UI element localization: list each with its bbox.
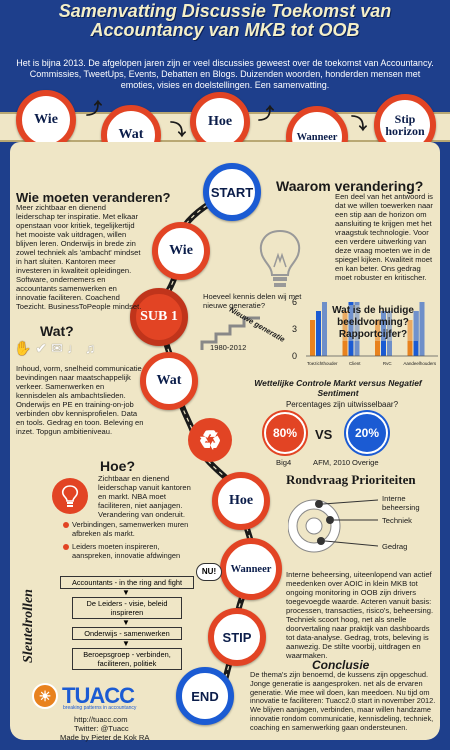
footer-twitter[interactable]: Twitter: @Tuacc (74, 724, 129, 733)
route-stip: STIP (208, 608, 266, 666)
wettelijke-sub: Percentages zijn uitwisselbaar? (285, 400, 399, 409)
page-title: Samenvatting Discussie Toekomst van Acco… (58, 1, 392, 40)
chart-bar (316, 311, 321, 356)
curve-arrow-icon: ⤵ (170, 122, 187, 139)
overige-label: Overige (352, 458, 379, 467)
hoe-bullet-1: Verbindingen, samenwerken muren afbreken… (63, 520, 189, 538)
overige-percentage: 20% (346, 412, 388, 454)
chart-bar (375, 320, 380, 356)
route-wanneer: Wanneer (220, 538, 282, 600)
wat-heading: Wat? (40, 323, 74, 339)
curve-arrow-icon: ⤵ (351, 116, 368, 133)
rondvraag-item-2: Techniek (382, 516, 412, 525)
x-tick-label: RvC (383, 361, 392, 366)
logo-tagline: breaking patterns in accountancy (63, 705, 137, 711)
big4-label: Big4 (276, 458, 292, 467)
y-tick-label: 6 (292, 297, 297, 307)
footer-made-by: Made by Pieter de Kok RA (60, 733, 150, 742)
kennis-staircase (200, 316, 260, 350)
tuacc-logo: ☀ (32, 683, 58, 709)
hands-icon: ✋✔✉♩♫ (14, 340, 100, 356)
conclusie-text: De thema's zijn benoemd, de kussens zijn… (250, 670, 436, 732)
rondvraag-heading: Rondvraag Prioriteiten (286, 472, 416, 487)
waarom-text: Een deel van het antwoord is dat we will… (335, 192, 433, 282)
route-end: END (176, 667, 234, 725)
wie-text: Meer zichtbaar en dienend leiderschap te… (16, 203, 142, 311)
flow-arrow-icon: ▼ (122, 639, 130, 648)
chart-bar (354, 302, 360, 356)
lightbulb-icon (250, 225, 310, 295)
chart-bar (310, 320, 315, 356)
hoe-bullet-2: Leiders moeten inspireren, aanspreken, i… (63, 542, 190, 560)
y-tick-label: 0 (292, 351, 297, 361)
vs-label: VS (315, 427, 333, 442)
beeld-question: Wat is de huidige beeldvorming? Rapportc… (328, 305, 418, 341)
route-start: START (203, 163, 261, 221)
big4-percentage: 80% (264, 412, 306, 454)
recycle-icon: ♻ (188, 418, 232, 462)
kennis-question: Hoeveel kennis delen wij met nieuwe gene… (203, 292, 302, 310)
rondvraag-item-1: Interne beheersing (382, 494, 420, 512)
chart-bar (419, 302, 425, 356)
rondvraag-item-3: Gedrag (382, 542, 408, 551)
wie-heading: Wie moeten veranderen? (16, 190, 171, 205)
intro-text: Het is bijna 2013. De afgelopen jaren zi… (16, 58, 434, 90)
route-wat: Wat (140, 352, 198, 410)
beeldvorming-chart: 0 3 6 Toezichthouder Client RvC Aandeelhouders (292, 297, 438, 366)
conclusie-heading: Conclusie (312, 658, 370, 672)
curve-arrow-icon: ⤴ (258, 106, 275, 123)
chart-bar (348, 302, 354, 356)
kennis-years: 1980-2012 (210, 343, 247, 352)
hoe-heading: Hoe? (100, 458, 135, 474)
route-wie: Wie (152, 222, 210, 280)
flow-step-3: Onderwijs - samenwerken (72, 627, 182, 640)
rondvraag-target (288, 499, 378, 553)
route-hoe: Hoe (212, 472, 270, 530)
flow-step-2: De Leiders - visie, beleid inspireren (72, 597, 182, 619)
flow-step-1: Accountants - in the ring and fight (60, 576, 194, 589)
sleutel-heading: Sleutelrollen (21, 589, 36, 663)
route-sub1: SUB 1 (130, 288, 188, 346)
logo-wordmark: TUACC (62, 683, 135, 708)
y-tick-label: 3 (292, 324, 297, 334)
flow-arrow-icon: ▼ (122, 618, 130, 627)
wettelijke-heading: Wettelijke Controle Markt versus Negatie… (254, 378, 422, 398)
chart-bar (407, 320, 413, 356)
x-tick-label: Toezichthouder (307, 361, 338, 366)
chart-bar (342, 311, 348, 356)
chart-bar (381, 311, 386, 356)
hoe-text: Zichtbaar en dienend leiderschap vanuit … (98, 474, 191, 519)
curve-arrow-icon: ⤴ (86, 101, 103, 118)
chart-bar (322, 302, 327, 356)
footer-url[interactable]: http://tuacc.com (74, 715, 128, 724)
rondvraag-text: Interne beheersing, uiteenlopend van act… (286, 570, 434, 660)
hoe-lightbulb-icon (52, 478, 88, 514)
x-tick-label: Client (349, 361, 361, 366)
afm-source: AFM, 2010 (313, 458, 351, 467)
chart-bar (413, 311, 419, 356)
waarom-heading: Waarom verandering? (276, 178, 424, 194)
flow-arrow-icon: ▼ (122, 588, 130, 597)
wat-text: Inhoud, vorm, snelheid communicatie bevi… (16, 364, 144, 436)
chart-bar (387, 311, 392, 356)
flow-step-4: Beroepsgroep - verbinden, faciliteren, p… (72, 648, 182, 670)
x-tick-label: Aandeelhouders (403, 361, 437, 366)
nu-badge: NU! (196, 563, 222, 581)
